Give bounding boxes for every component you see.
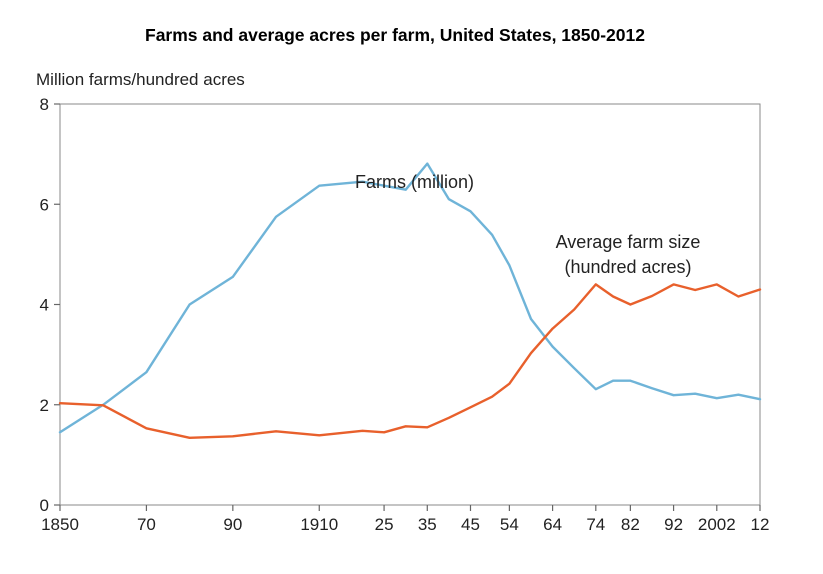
data-point <box>426 426 429 429</box>
data-point <box>447 416 450 419</box>
data-point <box>145 427 148 430</box>
x-tick-label: 12 <box>751 515 770 534</box>
data-point <box>404 188 407 191</box>
data-point <box>59 431 61 434</box>
x-tick-label: 82 <box>621 515 640 534</box>
data-point <box>594 283 597 286</box>
x-tick-label: 45 <box>461 515 480 534</box>
data-point <box>612 379 614 382</box>
data-point <box>594 388 597 391</box>
data-point <box>361 429 364 432</box>
data-point <box>491 395 493 398</box>
data-point <box>573 308 576 311</box>
y-tick-label: 0 <box>40 496 49 515</box>
data-point <box>404 425 407 428</box>
data-point <box>59 402 61 405</box>
data-point <box>231 435 234 438</box>
data-point <box>102 404 105 407</box>
y-tick-label: 4 <box>40 296 49 315</box>
data-point <box>188 303 191 306</box>
y-tick-label: 6 <box>40 195 49 214</box>
data-point <box>426 162 429 165</box>
data-point <box>672 283 675 286</box>
data-point <box>694 289 697 291</box>
data-point <box>188 436 191 439</box>
data-point <box>737 393 740 396</box>
x-tick-label: 90 <box>223 515 242 534</box>
y-tick-label: 8 <box>40 95 49 114</box>
x-tick-label: 1850 <box>41 515 79 534</box>
data-point <box>508 382 511 385</box>
data-point <box>551 345 554 348</box>
x-tick-label: 92 <box>664 515 683 534</box>
data-point <box>469 210 472 213</box>
data-point <box>383 184 385 187</box>
data-point <box>318 434 321 437</box>
data-point <box>231 276 234 278</box>
series-annotation: Average farm size <box>556 232 701 252</box>
data-point <box>651 387 653 390</box>
x-tick-label: 2002 <box>698 515 736 534</box>
data-point <box>759 288 761 291</box>
data-point <box>651 295 653 297</box>
data-point <box>612 295 614 298</box>
x-tick-label: 54 <box>500 515 519 534</box>
x-tick-label: 35 <box>418 515 437 534</box>
y-tick-label: 2 <box>40 396 49 415</box>
data-point <box>715 397 718 400</box>
data-point <box>530 352 532 355</box>
data-point <box>737 295 740 298</box>
data-point <box>275 430 277 433</box>
y-axis-label: Million farms/hundred acres <box>36 70 245 89</box>
data-point <box>759 398 761 401</box>
data-point <box>383 431 385 434</box>
x-tick-label: 64 <box>543 515 562 534</box>
series-line-farms <box>58 162 762 434</box>
data-point <box>447 198 450 201</box>
x-tick-label: 1910 <box>300 515 338 534</box>
data-point <box>469 406 472 409</box>
data-point <box>551 327 554 330</box>
data-point <box>629 303 632 306</box>
data-point <box>508 264 511 267</box>
data-point <box>694 392 697 395</box>
plot-frame <box>59 103 761 506</box>
chart-title: Farms and average acres per farm, United… <box>145 25 645 45</box>
data-point <box>672 394 675 397</box>
series-line-avg-size <box>58 283 762 439</box>
data-point <box>530 318 532 320</box>
data-point <box>573 367 576 370</box>
x-tick-label: 74 <box>586 515 605 534</box>
data-point <box>715 283 718 286</box>
series-annotation: (hundred acres) <box>564 257 691 277</box>
data-point <box>629 379 632 382</box>
data-point <box>361 180 364 183</box>
data-point <box>275 215 277 218</box>
x-tick-label: 70 <box>137 515 156 534</box>
data-point <box>145 371 148 374</box>
x-tick-label: 25 <box>375 515 394 534</box>
data-point <box>491 233 493 236</box>
series-annotation: Farms (million) <box>355 172 474 192</box>
data-point <box>318 184 321 187</box>
